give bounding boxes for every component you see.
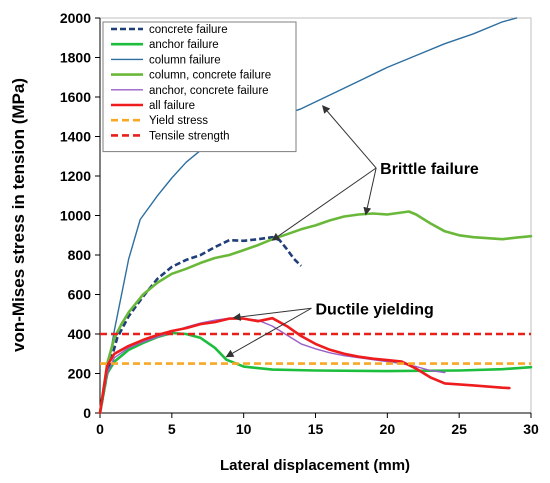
annotation-arrow [271, 167, 377, 241]
annotation-ductile-yielding: Ductile yielding [316, 301, 434, 318]
series-anchor-concrete-failure [99, 317, 446, 414]
x-axis-label: Lateral displacement (mm) [220, 457, 410, 474]
legend-label-column-failure: column failure [149, 54, 221, 66]
x-tick-label: 30 [523, 421, 539, 437]
annotation-arrow [232, 307, 312, 321]
x-tick-label: 5 [168, 421, 176, 437]
y-tick-label: 400 [68, 326, 92, 342]
legend: concrete failure anchor failure column fai… [102, 21, 297, 153]
annotations: Brittle failure Ductile yielding [225, 105, 479, 358]
x-tick-label: 15 [308, 421, 324, 437]
y-tick-label: 1600 [60, 89, 91, 105]
legend-label-column-concrete-failure: column, concrete failure [149, 70, 271, 82]
legend-label-concrete-failure: concrete failure [149, 24, 228, 36]
legend-label-anchor-failure: anchor failure [149, 39, 219, 51]
y-tick-label: 1200 [60, 168, 91, 184]
x-tick-label: 20 [380, 421, 396, 437]
annotation-arrow [322, 105, 377, 169]
legend-label-yield-stress: Yield stress [149, 115, 208, 127]
y-tick-label: 1800 [60, 50, 91, 66]
x-tick-label: 25 [451, 421, 467, 437]
y-tick-label: 800 [68, 247, 92, 263]
x-tick-label: 0 [96, 421, 104, 437]
series-column-concrete-failure [98, 210, 533, 415]
series-concrete-failure [98, 235, 303, 414]
y-tick-label: 2000 [60, 10, 91, 26]
legend-label-tensile-strength: Tensile strength [149, 130, 230, 142]
legend-label-all-failure: all failure [149, 100, 195, 112]
y-tick-label: 600 [68, 287, 92, 303]
series-all-failure [98, 316, 511, 415]
y-tick-label: 0 [83, 405, 91, 421]
y-tick-label: 1000 [60, 208, 91, 224]
x-tick-label: 10 [236, 421, 252, 437]
annotation-arrow [225, 307, 312, 358]
series-anchor-failure [98, 331, 533, 415]
axes: 0 5 10 15 20 25 30 0 200 400 600 800 1000 1200 1400 160… [60, 10, 539, 437]
y-tick-label: 200 [68, 366, 92, 382]
annotation-arrow [363, 167, 377, 216]
legend-label-anchor-concrete-failure: anchor, concrete failure [149, 85, 269, 97]
y-axis-label: von-Mises stress in tension (MPa) [9, 78, 28, 352]
annotation-brittle-failure: Brittle failure [380, 161, 479, 178]
y-tick-label: 1400 [60, 129, 91, 145]
